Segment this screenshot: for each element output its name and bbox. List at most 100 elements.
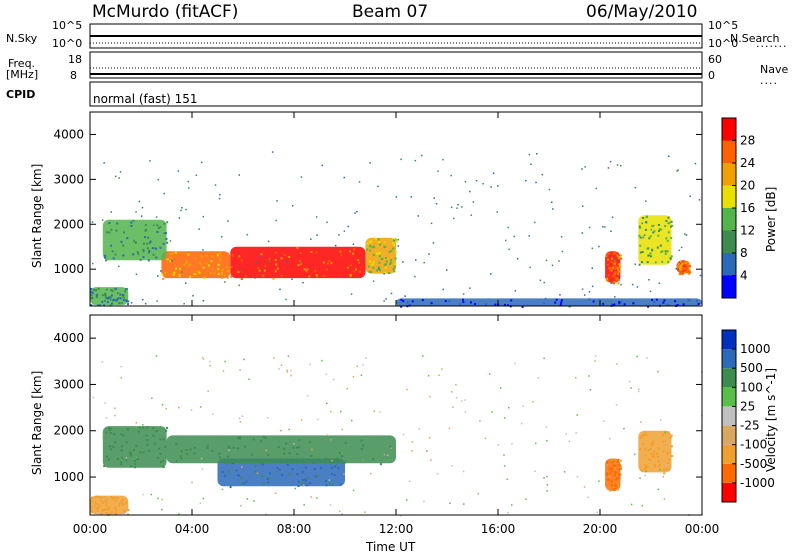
data-speckle (339, 250, 342, 253)
data-speckle (661, 440, 664, 443)
data-scatter (464, 399, 466, 401)
data-speckle (110, 244, 113, 247)
data-speckle (108, 231, 111, 234)
data-scatter (343, 473, 345, 475)
data-scatter (228, 449, 230, 451)
data-speckle (614, 483, 617, 486)
data-speckle (613, 265, 616, 268)
data-speckle (108, 445, 111, 448)
colorbar-segment (722, 463, 736, 483)
data-scatter (340, 410, 342, 413)
data-speckle (333, 474, 336, 476)
data-speckle (685, 263, 688, 266)
colorbar-segment (722, 425, 736, 445)
data-scatter (92, 396, 95, 399)
data-scatter (187, 180, 189, 183)
data-speckle (670, 434, 673, 437)
data-speckle (680, 260, 683, 263)
data-speckle (185, 261, 188, 264)
data-speckle (103, 465, 106, 468)
data-speckle (277, 446, 280, 449)
data-scatter (453, 217, 455, 220)
data-scatter (647, 302, 649, 304)
colorbar-segment (722, 275, 736, 298)
data-scatter (650, 228, 653, 231)
colorbar-segment (722, 185, 736, 208)
data-speckle (331, 472, 334, 475)
data-scatter (414, 159, 417, 162)
data-scatter (591, 267, 593, 269)
data-speckle (632, 302, 635, 305)
data-speckle (684, 266, 687, 269)
data-speckle (134, 460, 137, 463)
data-speckle (221, 273, 223, 276)
data-speckle (610, 459, 613, 462)
data-scatter (396, 304, 399, 307)
data-scatter (114, 414, 116, 417)
data-scatter (406, 499, 408, 501)
data-speckle (237, 447, 240, 450)
data-scatter (103, 162, 105, 164)
data-speckle (301, 481, 304, 484)
data-speckle (299, 251, 302, 254)
data-scatter (365, 357, 367, 359)
data-speckle (606, 252, 609, 255)
data-speckle (385, 260, 388, 263)
colorbar-tick-label: 24 (740, 156, 755, 170)
data-speckle (606, 277, 609, 280)
data-speckle (230, 275, 233, 278)
y-tick-label: 3000 (53, 377, 84, 391)
data-scatter (238, 417, 241, 420)
data-scatter (496, 211, 498, 213)
data-speckle (106, 297, 109, 300)
data-speckle (369, 249, 372, 252)
data-speckle (612, 266, 614, 269)
data-scatter (529, 266, 531, 269)
data-speckle (136, 458, 139, 460)
data-speckle (124, 290, 127, 293)
data-speckle (111, 302, 113, 305)
power-panel: 1000 2000 3000 4000 (53, 111, 703, 308)
data-speckle (617, 278, 620, 281)
data-scatter (611, 216, 614, 218)
data-speckle (678, 270, 681, 273)
data-scatter (379, 411, 381, 413)
data-scatter (238, 284, 240, 287)
data-speckle (360, 439, 363, 442)
data-speckle (303, 460, 305, 462)
power-colorbar: 4 8 12 16 20 24 28 (721, 117, 755, 299)
beam-title: Beam 07 (352, 2, 429, 22)
data-speckle (655, 298, 658, 301)
data-speckle (560, 301, 563, 304)
data-speckle (494, 303, 497, 306)
colorbar-segment (722, 230, 736, 253)
data-speckle (617, 282, 620, 285)
data-speckle (459, 303, 462, 306)
data-speckle (96, 495, 98, 498)
data-speckle (638, 225, 641, 228)
data-speckle (641, 251, 644, 253)
data-speckle (103, 508, 106, 511)
data-scatter (623, 427, 625, 430)
data-speckle (667, 231, 670, 234)
data-speckle (105, 512, 108, 515)
data-speckle (284, 254, 287, 257)
data-speckle (323, 274, 326, 277)
power-ylabel: Slant Range [km] (30, 163, 44, 268)
data-speckle (664, 444, 667, 447)
data-scatter (539, 279, 542, 282)
data-speckle (664, 225, 667, 228)
data-speckle (134, 466, 136, 469)
data-speckle (306, 484, 309, 487)
data-speckle (394, 257, 397, 260)
data-speckle (677, 263, 680, 266)
data-speckle (613, 280, 616, 283)
data-scatter (551, 201, 553, 203)
data-speckle (384, 245, 387, 248)
data-speckle (617, 273, 620, 275)
data-scatter (290, 369, 292, 372)
nave-tick-low: 0 (708, 69, 715, 82)
data-scatter (604, 226, 606, 228)
data-speckle (667, 216, 670, 219)
